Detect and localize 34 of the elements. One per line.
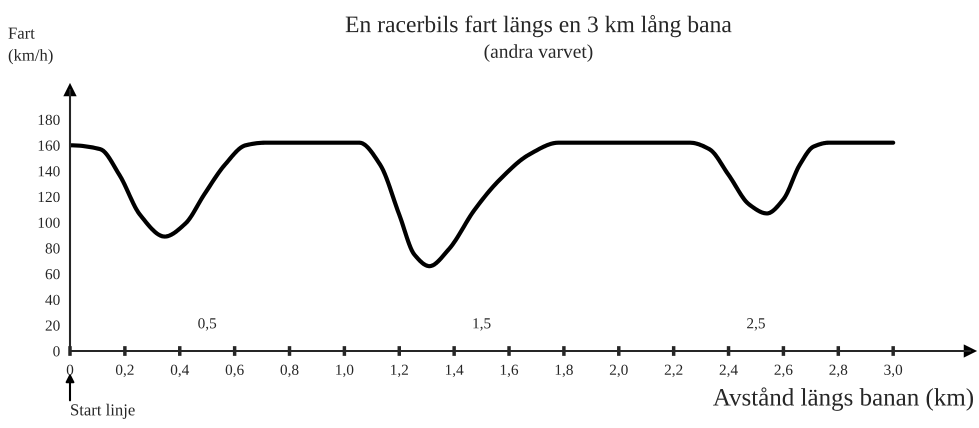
- x2-tick-label: 2,5: [747, 318, 765, 331]
- x-tick-label: 0: [66, 364, 74, 375]
- y-tick-label: 60: [46, 269, 60, 280]
- x-axis-title: Avstånd längs banan (km): [713, 387, 973, 411]
- y-tick-label: 0: [53, 346, 60, 356]
- y-tick-label: 160: [38, 140, 60, 151]
- x-tick-label: 1,2: [391, 364, 408, 378]
- y-tick-label: 180: [38, 114, 60, 126]
- x-tick-label: 1,8: [556, 364, 573, 378]
- y-tick-label: 80: [46, 243, 60, 254]
- x-tick-label: 1,4: [446, 364, 464, 378]
- x-tick-label: 2,2: [664, 364, 682, 378]
- y-tick-label: 40: [45, 294, 60, 306]
- y-tick-label: 140: [38, 166, 60, 176]
- y-tick-label: 100: [38, 218, 60, 228]
- y-tick-label: 20: [46, 320, 60, 331]
- x-tick-label: 2,4: [720, 364, 738, 378]
- x-tick-label: 0,6: [226, 364, 244, 378]
- chart-title: En racerbils fart längs en 3 km lång bana: [346, 15, 732, 38]
- x2-tick-label: 1,5: [473, 318, 491, 331]
- x-tick-label: 0,4: [170, 364, 190, 378]
- y-axis-title: Fart (km/h): [8, 28, 53, 64]
- x-tick-label: 3,0: [884, 364, 902, 378]
- x-tick-label: 1,0: [336, 364, 354, 378]
- x2-tick-label: 0,5: [198, 318, 216, 331]
- chart-subtitle: (andra varvet): [484, 44, 592, 62]
- y-tick-label: 120: [38, 192, 60, 202]
- x-tick-label: 0,8: [280, 364, 298, 378]
- x-tick-label: 2,6: [774, 364, 793, 378]
- x-tick-label: 0,2: [116, 364, 134, 378]
- x-tick-label: 2,0: [610, 364, 628, 378]
- x-tick-label: 2,8: [829, 364, 848, 378]
- x-tick-label: 1,6: [500, 364, 518, 378]
- text: Start linje: [71, 404, 135, 419]
